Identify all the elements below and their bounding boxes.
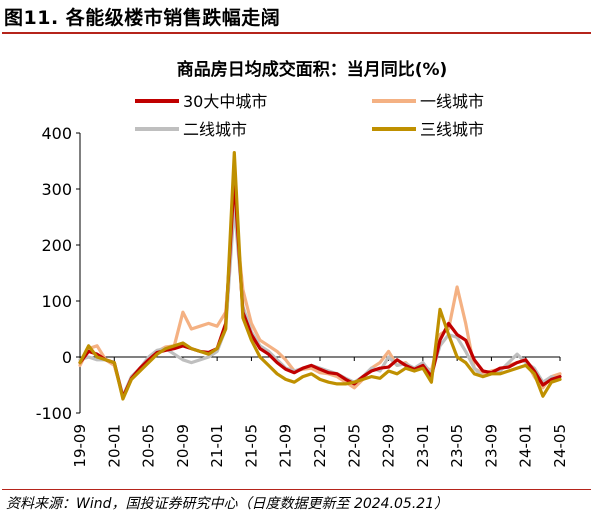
series-line bbox=[78, 176, 562, 399]
y-tick-label: 100 bbox=[41, 292, 72, 311]
y-tick-label: 300 bbox=[41, 180, 72, 199]
x-tick-label: 21-09 bbox=[277, 424, 295, 468]
source-divider bbox=[2, 489, 591, 490]
x-tick-label: 20-09 bbox=[174, 424, 192, 468]
series-line bbox=[78, 151, 562, 401]
chart-title: 商品房日均成交面积：当月同比(%) bbox=[177, 59, 448, 80]
y-tick-label: 200 bbox=[41, 236, 72, 255]
x-tick-label: 21-01 bbox=[208, 424, 226, 468]
figure-title: 图11. 各能级楼市销售跌幅走阔 bbox=[4, 7, 281, 29]
legend-label: 二线城市 bbox=[183, 120, 247, 139]
figure-header: 图11. 各能级楼市销售跌幅走阔 bbox=[0, 0, 595, 40]
y-tick-label: -100 bbox=[36, 404, 72, 423]
x-tick-label: 20-01 bbox=[105, 424, 123, 468]
series-lines bbox=[78, 151, 562, 401]
legend-label: 三线城市 bbox=[420, 120, 484, 139]
x-tick-label: 22-05 bbox=[345, 424, 363, 468]
x-tick-label: 24-01 bbox=[517, 424, 535, 468]
x-tick-label: 20-05 bbox=[140, 424, 158, 468]
header-divider bbox=[2, 32, 591, 34]
y-tick-label: 400 bbox=[41, 124, 72, 143]
legend-label: 一线城市 bbox=[420, 92, 484, 111]
x-axis: 19-09 20-01 20-05 20-09 21-01 21-05 21-09 22-01… bbox=[71, 356, 569, 468]
x-tick-label: 23-05 bbox=[448, 424, 466, 468]
legend-label: 30大中城市 bbox=[183, 92, 267, 111]
x-tick-label: 24-05 bbox=[551, 424, 569, 468]
x-tick-label: 19-09 bbox=[71, 424, 89, 468]
y-tick-label: 0 bbox=[62, 348, 72, 367]
x-tick-label: 23-01 bbox=[414, 424, 432, 468]
source-note: 资料来源：Wind，国投证券研究中心（日度数据更新至 2024.05.21） bbox=[6, 496, 449, 512]
x-tick-label: 21-05 bbox=[242, 424, 260, 468]
x-tick-label: 22-09 bbox=[380, 424, 398, 468]
x-tick-label: 23-09 bbox=[482, 424, 500, 468]
x-tick-label: 22-01 bbox=[311, 424, 329, 468]
y-axis: -100 0 100 200 300 400 bbox=[36, 124, 81, 423]
